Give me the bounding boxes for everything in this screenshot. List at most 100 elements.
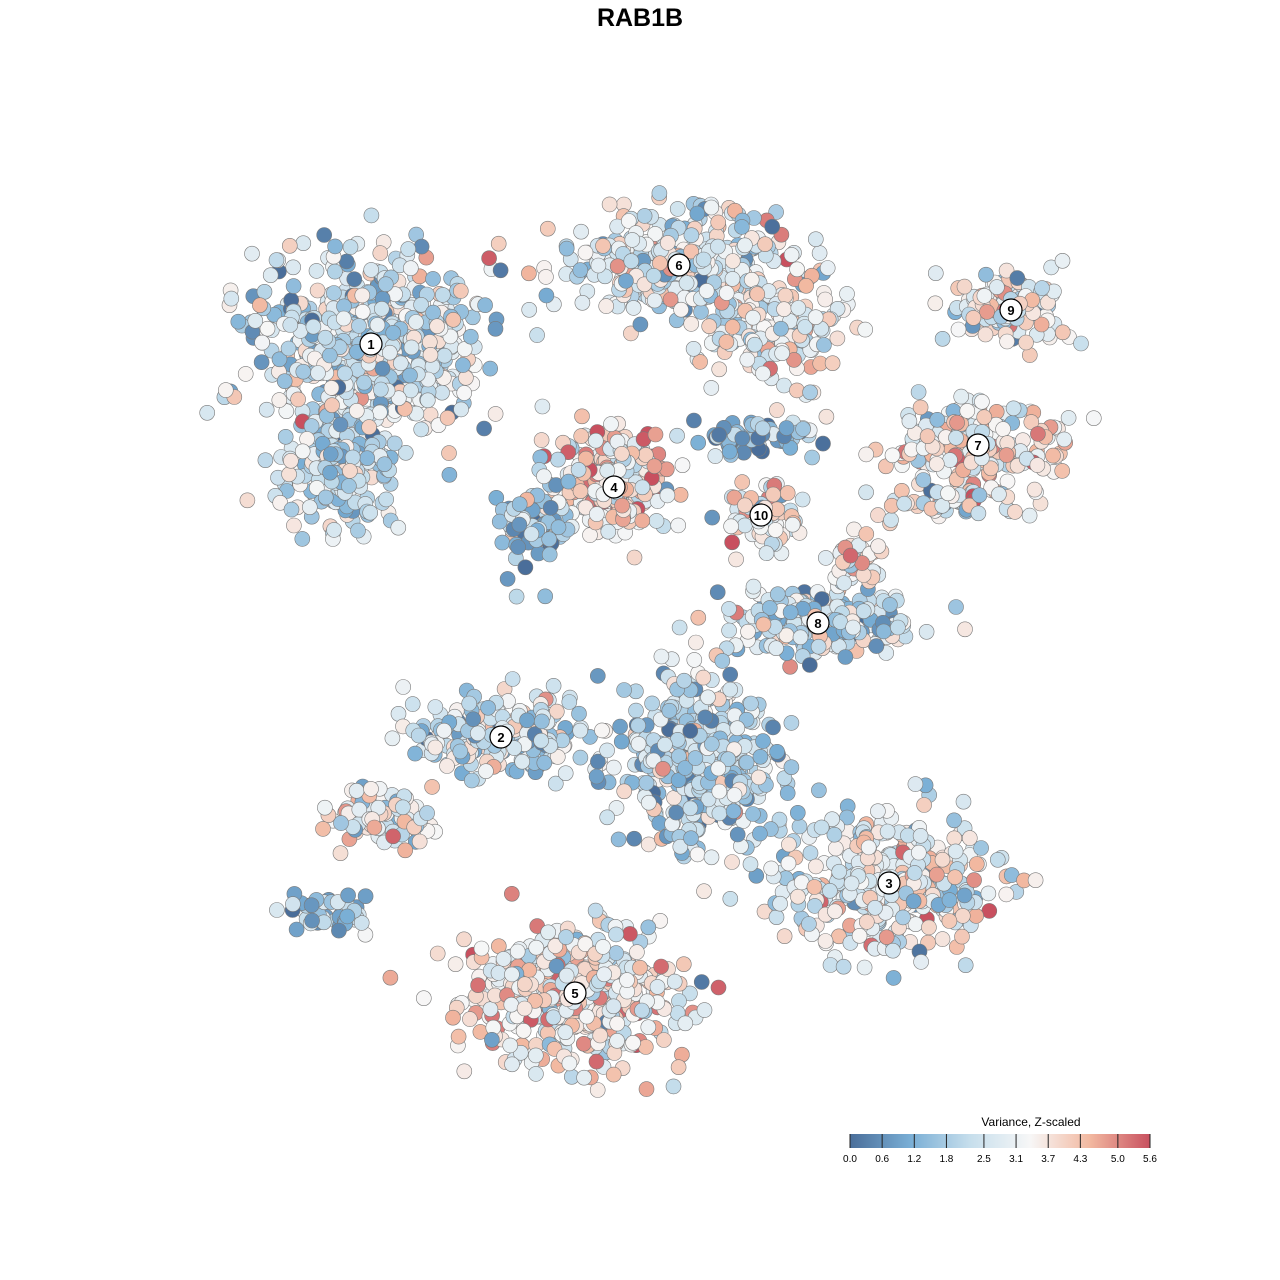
cluster-label-text: 10 xyxy=(754,508,768,523)
scatter-point xyxy=(954,908,971,924)
scatter-point xyxy=(521,301,538,318)
scatter-point xyxy=(321,347,338,364)
scatter-point xyxy=(726,787,743,803)
cluster-label-10: 10 xyxy=(749,503,773,527)
scatter-point xyxy=(769,402,785,418)
legend-tick-label: 2.5 xyxy=(977,1154,991,1165)
scatter-point xyxy=(739,351,756,368)
scatter-point xyxy=(558,240,575,257)
scatter-point xyxy=(875,623,892,640)
scatter-point xyxy=(395,679,412,695)
scatter-point xyxy=(558,929,574,945)
scatter-point xyxy=(668,804,685,821)
scatter-point xyxy=(1009,270,1026,286)
scatter-point xyxy=(782,604,799,621)
scatter-point xyxy=(989,851,1006,868)
scatter-point xyxy=(382,969,399,986)
scatter-point xyxy=(514,753,531,770)
scatter-point xyxy=(595,238,611,254)
scatter-point xyxy=(827,903,843,920)
scatter-point xyxy=(709,584,726,601)
scatter-point xyxy=(718,334,735,350)
scatter-point xyxy=(738,754,755,771)
scatter-point xyxy=(1045,447,1061,464)
scatter-point xyxy=(675,956,692,973)
scatter-point xyxy=(342,239,359,255)
scatter-point xyxy=(685,340,702,357)
scatter-point xyxy=(835,958,852,975)
scatter-point xyxy=(789,804,806,821)
scatter-point xyxy=(858,914,875,930)
scatter-point xyxy=(481,250,497,267)
scatter-point xyxy=(322,464,338,481)
scatter-point xyxy=(867,899,883,916)
scatter-point xyxy=(374,360,391,377)
scatter-point xyxy=(462,1011,478,1027)
cluster-label-text: 6 xyxy=(675,258,682,273)
scatter-point xyxy=(729,826,746,843)
scatter-point xyxy=(769,586,786,603)
scatter-point xyxy=(600,523,617,540)
scatter-point xyxy=(397,444,414,461)
scatter-point xyxy=(439,410,456,426)
scatter-point xyxy=(687,750,704,766)
scatter-point xyxy=(885,942,901,959)
cluster-label-text: 9 xyxy=(1007,303,1014,318)
scatter-point xyxy=(404,696,421,712)
scatter-point xyxy=(688,634,704,651)
scatter-point xyxy=(956,278,973,295)
scatter-point xyxy=(1029,457,1046,473)
scatter-point xyxy=(776,928,793,945)
scatter-point xyxy=(618,273,634,289)
scatter-point xyxy=(683,830,699,847)
scatter-point xyxy=(223,290,240,307)
scatter-point xyxy=(961,830,978,846)
scatter-point xyxy=(949,414,965,431)
scatter-point xyxy=(511,496,528,513)
scatter-point xyxy=(910,384,927,400)
scatter-point xyxy=(561,694,578,710)
scatter-point xyxy=(696,1002,713,1018)
scatter-point xyxy=(574,294,591,311)
scatter-point xyxy=(734,219,750,235)
scatter-point xyxy=(755,733,771,749)
scatter-point xyxy=(331,922,347,939)
scatter-point xyxy=(795,421,811,437)
scatter-point xyxy=(578,1008,595,1025)
scatter-point xyxy=(304,912,320,929)
scatter-point xyxy=(839,286,855,302)
scatter-point xyxy=(572,262,589,278)
scatter-point xyxy=(1086,410,1102,427)
scatter-point xyxy=(827,840,844,857)
scatter-point xyxy=(286,517,302,534)
scatter-point xyxy=(638,1081,655,1097)
scatter-point xyxy=(696,883,712,900)
scatter-point xyxy=(968,856,985,872)
scatter-point xyxy=(768,909,785,926)
scatter-point xyxy=(714,653,731,669)
scatter-point xyxy=(609,258,626,275)
scatter-point xyxy=(927,295,944,312)
scatter-point xyxy=(218,382,234,398)
scatter-point xyxy=(317,329,334,346)
scatter-point xyxy=(254,334,270,351)
scatter-point xyxy=(808,858,824,875)
scatter-point xyxy=(612,718,628,735)
scatter-point xyxy=(947,869,963,886)
scatter-point xyxy=(244,245,260,262)
scatter-point xyxy=(670,1059,687,1075)
scatter-point xyxy=(268,252,285,268)
scatter-point xyxy=(855,603,872,620)
scatter-point xyxy=(629,944,645,960)
scatter-point xyxy=(348,402,365,419)
scatter-point xyxy=(436,347,453,364)
scatter-point xyxy=(357,888,374,905)
cluster-label-text: 4 xyxy=(610,480,618,495)
scatter-point xyxy=(473,940,490,957)
scatter-point xyxy=(540,924,557,941)
scatter-point xyxy=(757,236,773,252)
scatter-point xyxy=(632,959,648,976)
scatter-point xyxy=(363,781,379,797)
scatter-point xyxy=(280,340,297,357)
